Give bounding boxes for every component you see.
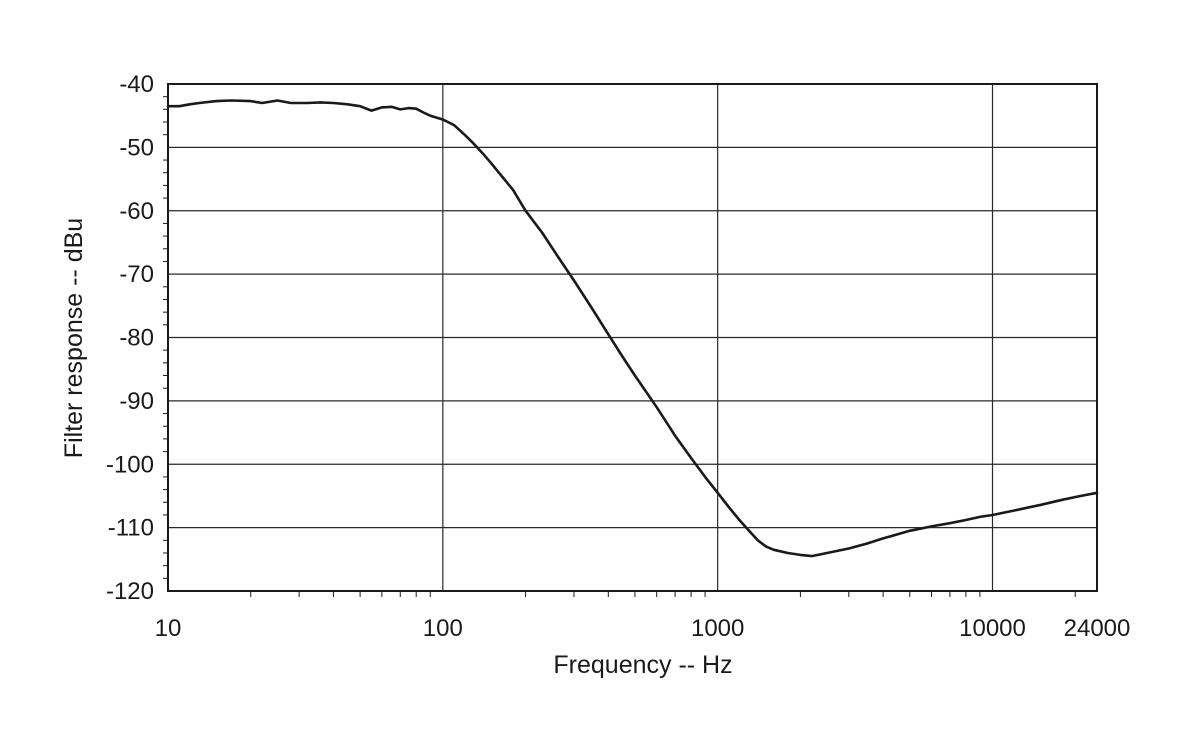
x-axis-title: Frequency -- Hz <box>553 651 732 679</box>
y-tick-label: -80 <box>119 325 154 352</box>
y-tick-label: -50 <box>119 134 154 161</box>
y-tick-label: -90 <box>119 388 154 415</box>
y-tick-label: -40 <box>119 71 154 98</box>
x-tick-label: 10000 <box>959 615 1026 642</box>
y-tick-label: -60 <box>119 198 154 225</box>
y-axis-title: Filter response -- dBu <box>60 218 88 458</box>
y-tick-label: -110 <box>108 515 154 542</box>
series-line-0 <box>166 99 1099 558</box>
y-tick-label: -70 <box>119 261 154 288</box>
plot-frame <box>167 83 1098 592</box>
x-tick-label: 24000 <box>1064 615 1131 642</box>
x-tick-label: 1000 <box>691 615 744 642</box>
y-tick-label: -120 <box>106 578 154 605</box>
x-tick-label: 100 <box>423 615 463 642</box>
x-tick-label: 10 <box>155 615 182 642</box>
y-tick-label: -100 <box>106 451 154 478</box>
